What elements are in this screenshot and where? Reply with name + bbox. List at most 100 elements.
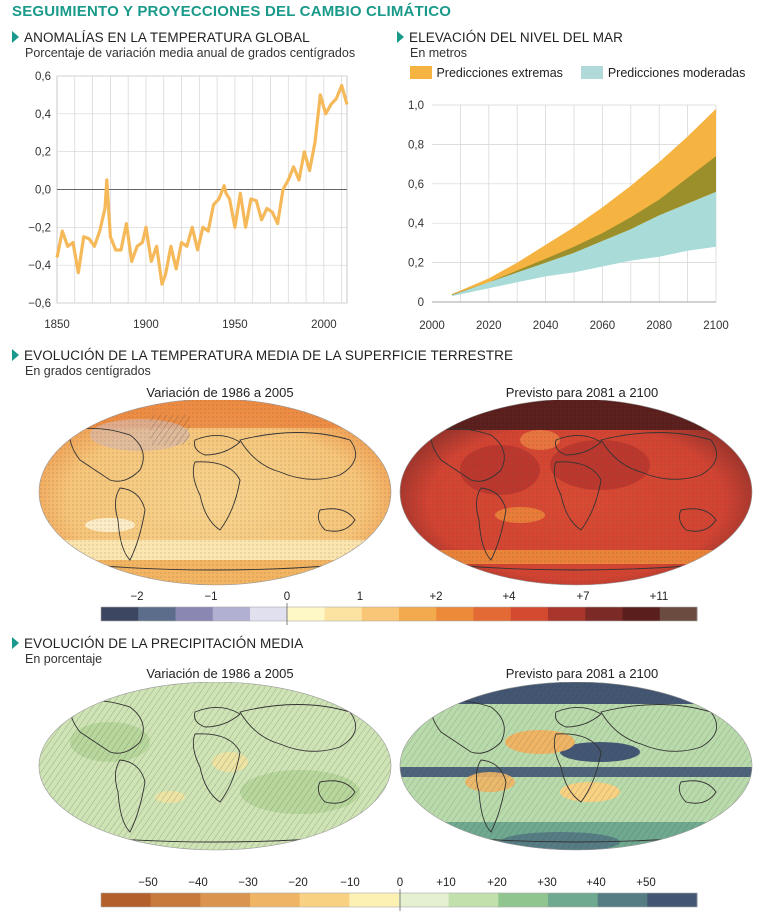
temp-anomaly-series-line — [55, 83, 349, 286]
scale-tick-label: +4 — [502, 591, 516, 603]
scale-tick-label: +7 — [576, 591, 589, 603]
temp-map-right — [400, 400, 752, 585]
bullet-icon — [12, 349, 19, 361]
scale-tick-label: +20 — [487, 877, 507, 889]
scale-swatch — [101, 607, 139, 621]
temp-global-title: ANOMALÍAS EN LA TEMPERATURA GLOBAL — [12, 30, 310, 45]
sea-level-x-ticks: 2000 2020 2040 2060 2080 2100 — [419, 320, 729, 332]
scale-tick-label: −50 — [138, 877, 158, 889]
sea-level-legend: Predicciones extremas Predicciones moder… — [410, 64, 745, 82]
scale-swatch — [287, 607, 325, 621]
sea-level-x-tick-label: 2020 — [476, 320, 502, 332]
bullet-icon — [12, 637, 19, 649]
sea-level-y-tick-label: 1,0 — [408, 100, 424, 112]
scale-swatch — [622, 607, 661, 621]
temp-anomaly-y-tick-label: −0,2 — [28, 222, 51, 234]
scale-tick-label: +10 — [436, 877, 456, 889]
bullet-icon — [12, 31, 19, 43]
scale-swatch — [597, 893, 648, 907]
sea-level-y-tick-label: 0,4 — [408, 218, 425, 230]
sea-level-x-tick-label: 2100 — [703, 320, 729, 332]
legend-label-extreme: Predicciones extremas — [436, 66, 563, 80]
temp-map-left-title: Variación de 1986 a 2005 — [146, 385, 294, 400]
temp-anomaly-x-tick-label: 1950 — [222, 319, 248, 331]
temp-anomaly-y-ticks: 0,6 0,4 0,2 0,0 −0,2 −0,4 −0,6 — [28, 71, 51, 310]
sea-level-y-ticks: 1,0 0,8 0,6 0,4 0,2 0 — [408, 100, 425, 309]
sea-level-x-tick-label: 2060 — [590, 320, 616, 332]
temp-anomaly-y-tick-label: 0,2 — [35, 147, 51, 159]
scale-swatch — [399, 893, 450, 907]
sea-level-title-text: ELEVACIÓN DEL NIVEL DEL MAR — [409, 30, 624, 45]
scale-swatch — [510, 607, 549, 621]
scale-swatch — [200, 893, 251, 907]
sea-level-x-tick-label: 2080 — [646, 320, 672, 332]
precip-scale-bar — [100, 889, 698, 911]
scale-swatch — [647, 893, 698, 907]
scale-swatch — [585, 607, 623, 621]
scale-swatch — [250, 607, 288, 621]
page-title: SEGUIMIENTO Y PROYECCIONES DEL CAMBIO CL… — [12, 3, 452, 20]
temp-global-title-text: ANOMALÍAS EN LA TEMPERATURA GLOBAL — [24, 30, 310, 45]
sea-level-x-tick-label: 2000 — [419, 320, 445, 332]
sea-level-chart: 1,0 0,8 0,6 0,4 0,2 0 2000 2020 2040 2060 2080 210… — [408, 100, 729, 332]
scale-swatch — [361, 607, 400, 621]
scale-swatch — [175, 607, 214, 621]
precip-scale-labels: −50 −40 −30 −20 −10 0 +10 +20 +30 +40 +50 — [138, 877, 656, 889]
precip-maps: −50 −40 −30 −20 −10 0 +10 +20 +30 +40 +50 — [38, 682, 753, 911]
scale-swatch — [498, 893, 549, 907]
scale-swatch — [138, 607, 176, 621]
scale-border — [100, 606, 698, 622]
legend-swatch-moderate — [581, 66, 604, 79]
scale-tick-label: +50 — [636, 877, 656, 889]
temp-maps: −2 −1 0 1 +2 +4 +7 +11 — [38, 400, 753, 625]
temp-anomaly-y-tick-label: 0,4 — [35, 109, 52, 121]
temp-scale-labels: −2 −1 0 1 +2 +4 +7 +11 — [130, 591, 668, 603]
scale-tick-label: +2 — [429, 591, 442, 603]
precip-subtitle: En porcentaje — [25, 652, 103, 666]
scale-swatch — [349, 893, 400, 907]
scale-tick-label: −30 — [238, 877, 258, 889]
temp-anomaly-y-tick-label: −0,4 — [28, 260, 51, 272]
scale-tick-label: −10 — [340, 877, 360, 889]
scale-swatch — [250, 893, 301, 907]
scale-swatch — [399, 607, 437, 621]
scale-swatch — [299, 893, 350, 907]
surface-temp-title-text: EVOLUCIÓN DE LA TEMPERATURA MEDIA DE LA … — [24, 348, 514, 363]
temp-anomaly-x-tick-label: 1850 — [44, 319, 70, 331]
legend-label-moderate: Predicciones moderadas — [607, 66, 746, 80]
temp-anomaly-grid — [56, 75, 348, 304]
scale-tick-label: 0 — [397, 877, 403, 889]
precip-map-left-title: Variación de 1986 a 2005 — [146, 666, 294, 681]
sea-level-title: ELEVACIÓN DEL NIVEL DEL MAR — [397, 30, 623, 45]
scale-swatch — [473, 607, 512, 621]
temp-anomaly-y-tick-label: 0,0 — [35, 185, 51, 197]
scale-tick-label: −1 — [204, 591, 217, 603]
temp-anomaly-x-tick-label: 1900 — [133, 319, 159, 331]
scale-border — [100, 892, 698, 908]
temp-global-subtitle: Porcentaje de variación media anual de g… — [25, 46, 356, 60]
legend-swatch-extreme — [410, 66, 432, 79]
scale-swatch — [324, 607, 363, 621]
scale-swatch — [448, 893, 499, 907]
scale-tick-label: −20 — [288, 877, 308, 889]
temp-anomaly-y-tick-label: −0,6 — [28, 298, 51, 310]
scale-tick-label: +30 — [537, 877, 557, 889]
scale-tick-label: 1 — [357, 591, 363, 603]
scale-swatch — [101, 893, 152, 907]
sea-level-y-tick-label: 0 — [418, 297, 424, 309]
temp-scale-bar — [100, 603, 698, 625]
scale-swatch — [436, 607, 474, 621]
temp-anomaly-x-ticks: 1850 1900 1950 2000 — [44, 319, 336, 331]
sea-level-subtitle: En metros — [410, 46, 467, 60]
scale-swatch — [659, 607, 698, 621]
scale-tick-label: −40 — [188, 877, 208, 889]
sea-level-y-tick-label: 0,2 — [408, 258, 424, 270]
precip-title-text: EVOLUCIÓN DE LA PRECIPITACIÓN MEDIA — [24, 636, 304, 651]
scale-swatch — [150, 893, 201, 907]
sea-level-x-tick-label: 2040 — [533, 320, 559, 332]
sea-level-y-tick-label: 0,6 — [408, 179, 424, 191]
scale-tick-label: +40 — [586, 877, 606, 889]
temp-map-right-title: Previsto para 2081 a 2100 — [505, 385, 659, 400]
temp-anomaly-chart: 0,6 0,4 0,2 0,0 −0,2 −0,4 −0,6 1850 1900 1950 200… — [28, 71, 349, 331]
scale-swatch — [548, 607, 586, 621]
